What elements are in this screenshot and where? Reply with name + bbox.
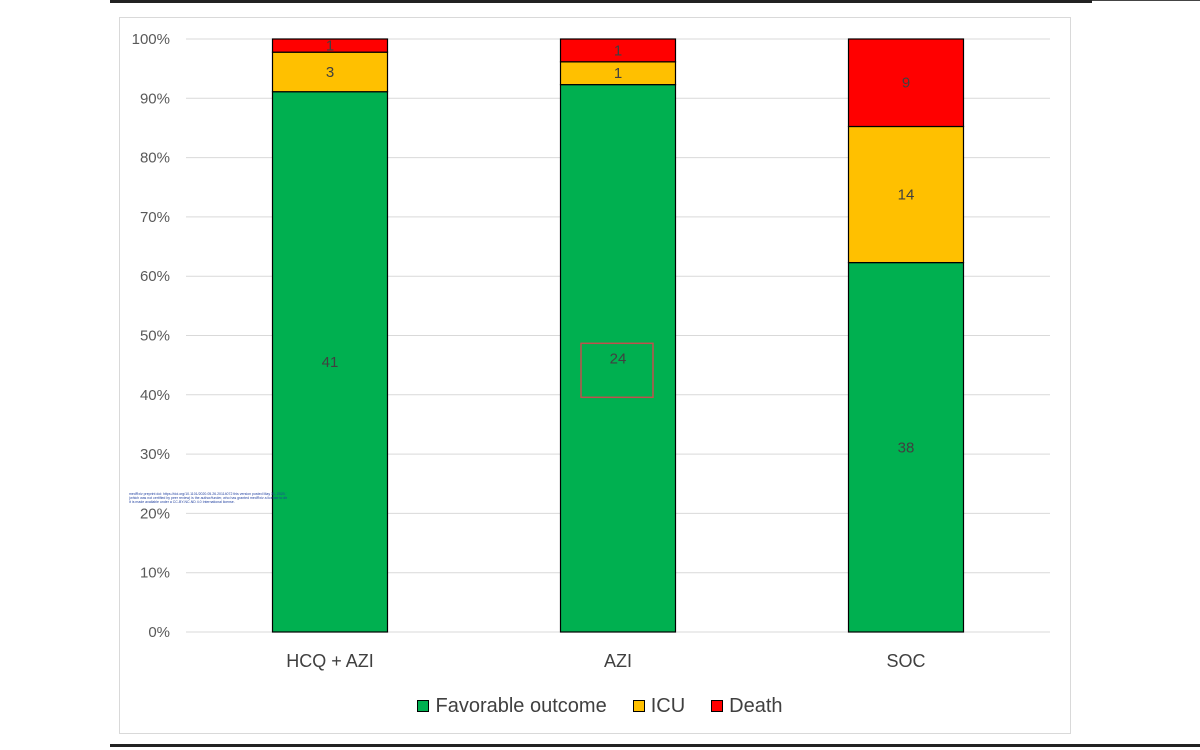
bottom-rule <box>110 744 1200 747</box>
y-tick-label: 20% <box>140 505 170 522</box>
notice-line-1: medRxiv preprint doi: https://doi.org/10… <box>129 492 287 496</box>
legend-item-death: Death <box>711 694 783 718</box>
y-tick-label: 30% <box>140 446 170 463</box>
y-tick-label: 80% <box>140 150 170 167</box>
legend-label-icu: ICU <box>650 694 686 717</box>
highlight-box <box>580 342 654 399</box>
y-axis-tick-labels: 0% 10% 20% 30% 40% 50% 60% 70% 80% 90% 100% <box>132 31 170 641</box>
data-label: 9 <box>902 75 910 92</box>
x-tick-label: SOC <box>886 651 925 671</box>
preprint-notice: medRxiv preprint doi: https://doi.org/10… <box>129 492 287 504</box>
x-axis-tick-labels: HCQ + AZI AZI SOC <box>286 651 925 671</box>
bar-segment <box>559 38 677 63</box>
bar-segment <box>559 84 677 633</box>
data-label: 38 <box>898 439 915 456</box>
bar-segment <box>847 38 965 128</box>
y-tick-label: 40% <box>140 387 170 404</box>
legend-item-icu: ICU <box>632 694 686 718</box>
x-tick-label: AZI <box>604 651 632 671</box>
data-label: 3 <box>326 64 334 81</box>
legend-label-death: Death <box>729 694 783 717</box>
legend-swatch-icu <box>632 700 645 712</box>
y-tick-label: 100% <box>132 31 170 48</box>
top-rule <box>110 0 1092 3</box>
bars <box>271 38 965 633</box>
y-tick-label: 50% <box>140 328 170 345</box>
legend-swatch-favorable <box>417 700 430 712</box>
y-tick-label: 0% <box>148 624 170 641</box>
bar-segment <box>271 51 389 93</box>
legend-item-favorable: Favorable outcome <box>417 694 607 718</box>
data-label: 1 <box>326 38 334 55</box>
y-tick-label: 70% <box>140 209 170 226</box>
y-tick-label: 10% <box>140 565 170 582</box>
bar-segment <box>847 261 965 633</box>
bar-segment <box>271 91 389 633</box>
data-label: 14 <box>898 187 915 204</box>
x-tick-label: HCQ + AZI <box>286 651 374 671</box>
data-labels: 41 3 1 24 1 1 38 14 9 <box>322 38 915 457</box>
data-label: 24 <box>610 350 627 367</box>
notice-line-3: It is made available under a CC-BY-NC-ND… <box>129 500 235 504</box>
top-rule-extension <box>1092 0 1200 1</box>
data-label: 1 <box>614 65 622 82</box>
data-label: 41 <box>322 354 339 371</box>
legend-label-favorable: Favorable outcome <box>435 694 607 717</box>
bar-segment <box>271 38 389 53</box>
data-label: 1 <box>614 42 622 59</box>
y-tick-label: 60% <box>140 268 170 285</box>
legend: Favorable outcome ICU Death <box>0 693 1200 719</box>
legend-swatch-death <box>711 700 724 712</box>
bar-segment <box>847 125 965 264</box>
notice-line-2: (which was not certified by peer review)… <box>129 496 287 500</box>
y-tick-label: 90% <box>140 90 170 107</box>
